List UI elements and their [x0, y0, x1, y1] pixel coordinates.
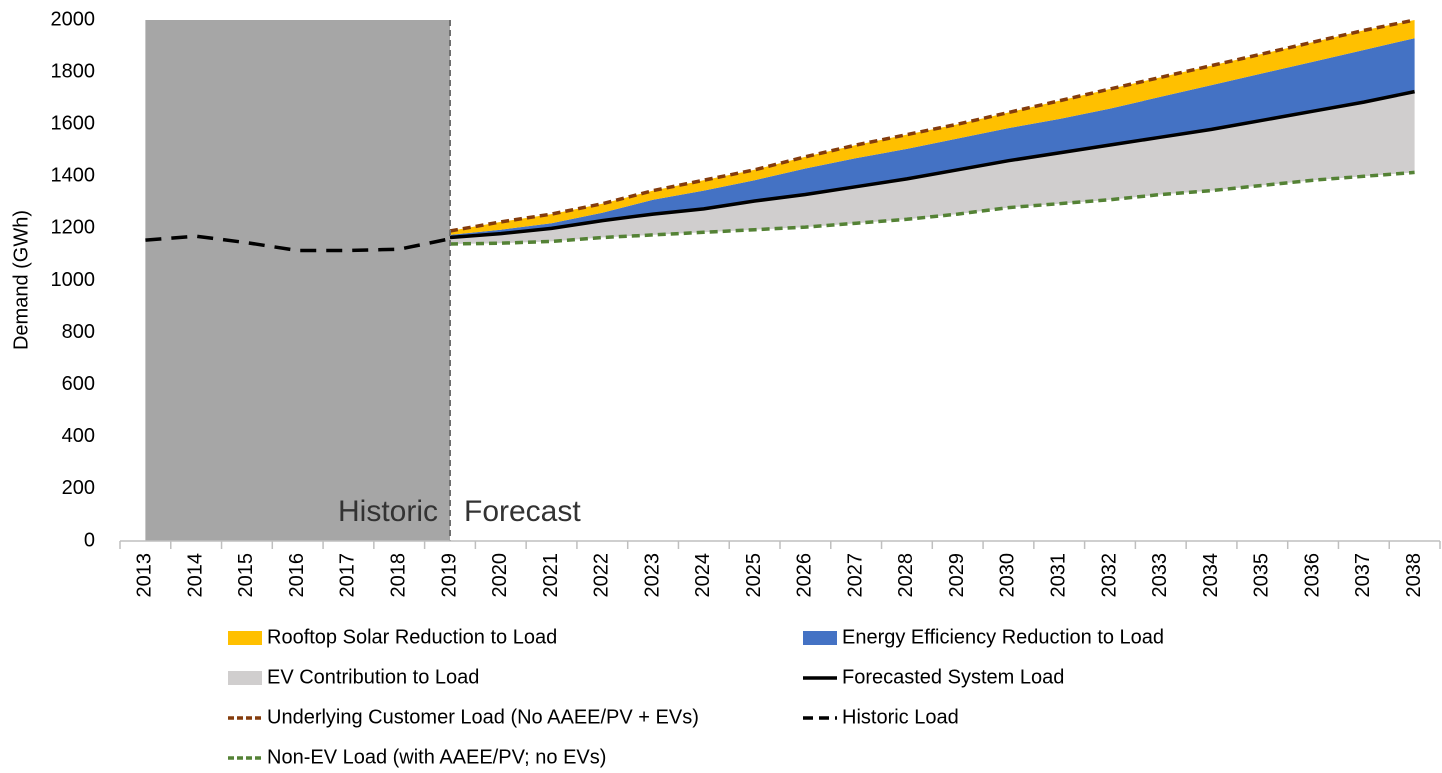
x-tick-label: 2024: [692, 553, 714, 598]
x-tick-label: 2017: [337, 553, 359, 598]
y-tick-label: 1000: [51, 269, 96, 291]
legend-swatch: [228, 671, 262, 685]
historic-shade: [145, 20, 450, 541]
legend-label: Forecasted System Load: [842, 666, 1064, 688]
x-tick-label: 2021: [540, 553, 562, 598]
x-tick-label: 2028: [895, 553, 917, 598]
y-tick-label: 0: [84, 529, 95, 551]
legend-swatch: [803, 631, 837, 645]
line: [449, 18, 1415, 233]
legend-label: EV Contribution to Load: [267, 666, 479, 688]
legend-swatch: [228, 631, 262, 645]
x-tick-label: 2036: [1301, 553, 1323, 598]
x-tick-label: 2014: [184, 553, 206, 598]
x-tick-label: 2033: [1149, 553, 1171, 598]
annotation: Forecast: [464, 495, 581, 528]
x-tick-label: 2022: [591, 553, 613, 598]
y-tick-label: 1200: [51, 217, 96, 239]
x-tick-label: 2037: [1352, 553, 1374, 598]
legend-label: Energy Efficiency Reduction to Load: [842, 626, 1164, 648]
x-tick-label: 2018: [388, 553, 410, 598]
line: [449, 89, 1415, 240]
y-tick-label: 1600: [51, 112, 96, 134]
x-tick-label: 2020: [489, 553, 511, 598]
x-tick-label: 2023: [641, 553, 663, 598]
stacked-area: [450, 91, 1415, 244]
y-tick-label: 1800: [51, 60, 96, 82]
legend-label: Non-EV Load (with AAEE/PV; no EVs): [267, 746, 606, 768]
annotation: Historic: [338, 495, 438, 528]
y-tick-label: 2000: [51, 8, 96, 30]
x-tick-label: 2034: [1200, 553, 1222, 598]
legend-label: Rooftop Solar Reduction to Load: [267, 626, 557, 648]
x-tick-label: 2038: [1403, 553, 1425, 598]
x-tick-label: 2031: [1048, 553, 1070, 598]
y-tick-label: 200: [62, 477, 95, 499]
x-tick-label: 2030: [997, 553, 1019, 598]
legend-label: Underlying Customer Load (No AAEE/PV + E…: [267, 706, 699, 728]
y-tick-label: 1400: [51, 165, 96, 187]
x-tick-label: 2026: [794, 553, 816, 598]
x-tick-label: 2027: [844, 553, 866, 598]
x-tick-label: 2015: [235, 553, 257, 598]
x-tick-label: 2019: [438, 553, 460, 598]
x-tick-label: 2013: [134, 553, 156, 598]
x-tick-label: 2035: [1251, 553, 1273, 598]
line: [449, 170, 1415, 246]
x-tick-label: 2029: [946, 553, 968, 598]
y-tick-label: 800: [62, 321, 95, 343]
x-tick-label: 2016: [286, 553, 308, 598]
y-tick-label: 400: [62, 425, 95, 447]
y-tick-label: 600: [62, 373, 95, 395]
y-axis-label: Demand (GWh): [10, 210, 32, 350]
legend-label: Historic Load: [842, 706, 959, 728]
x-tick-label: 2025: [743, 553, 765, 598]
x-tick-label: 2032: [1098, 553, 1120, 598]
